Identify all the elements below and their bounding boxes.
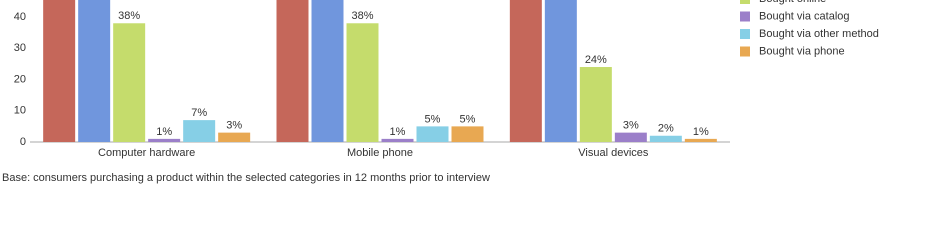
value-label: 3%: [226, 120, 242, 132]
value-label: 3%: [623, 120, 639, 132]
bar: [684, 138, 717, 142]
bar: [649, 135, 682, 142]
legend-label: Bought via phone: [759, 45, 845, 57]
y-tick-label: 20: [14, 73, 26, 85]
legend-label: Bought via catalog: [759, 10, 850, 22]
value-label: 5%: [460, 113, 476, 125]
legend-swatch: [740, 46, 750, 57]
value-label: 1%: [156, 126, 172, 138]
y-tick-label: 30: [14, 42, 26, 54]
bar: [78, 0, 111, 143]
value-label: 5%: [425, 113, 441, 125]
bar: [346, 23, 379, 142]
bar: [183, 120, 216, 142]
bar: [276, 0, 309, 142]
bar: [311, 0, 344, 142]
legend-swatch: [740, 0, 750, 4]
value-label: 7%: [191, 107, 207, 119]
bar: [43, 0, 76, 143]
value-label: 2%: [658, 123, 674, 135]
bar: [451, 126, 484, 142]
legend-swatch: [740, 11, 750, 22]
bar: [579, 67, 612, 142]
page: Base: consumers purchasing a product wit…: [2, 0, 879, 184]
y-tick-label: 40: [14, 11, 26, 23]
y-tick-label: 10: [14, 105, 26, 117]
value-label: 38%: [351, 10, 373, 22]
value-label: 38%: [118, 10, 140, 22]
chart: Base: consumers purchasing a product wit…: [2, 0, 879, 184]
bar: [113, 23, 146, 142]
x-tick-label: Computer hardware: [98, 147, 195, 159]
bar: [416, 126, 449, 142]
value-label: 1%: [390, 126, 406, 138]
legend-label: Bought online: [759, 0, 826, 5]
bar: [381, 138, 414, 142]
y-tick-label: 0: [20, 136, 26, 148]
bar: [544, 0, 577, 143]
value-label: 1%: [693, 126, 709, 138]
legend-label: Bought via other method: [759, 28, 879, 40]
value-label: 24%: [585, 54, 607, 66]
bar: [614, 132, 647, 142]
legend-swatch: [740, 29, 750, 39]
footnote: Base: consumers purchasing a product wit…: [2, 172, 490, 184]
bar: [218, 132, 251, 142]
x-tick-label: Mobile phone: [347, 147, 413, 159]
bar: [148, 138, 181, 142]
x-tick-label: Visual devices: [578, 147, 649, 159]
bar: [509, 0, 542, 143]
